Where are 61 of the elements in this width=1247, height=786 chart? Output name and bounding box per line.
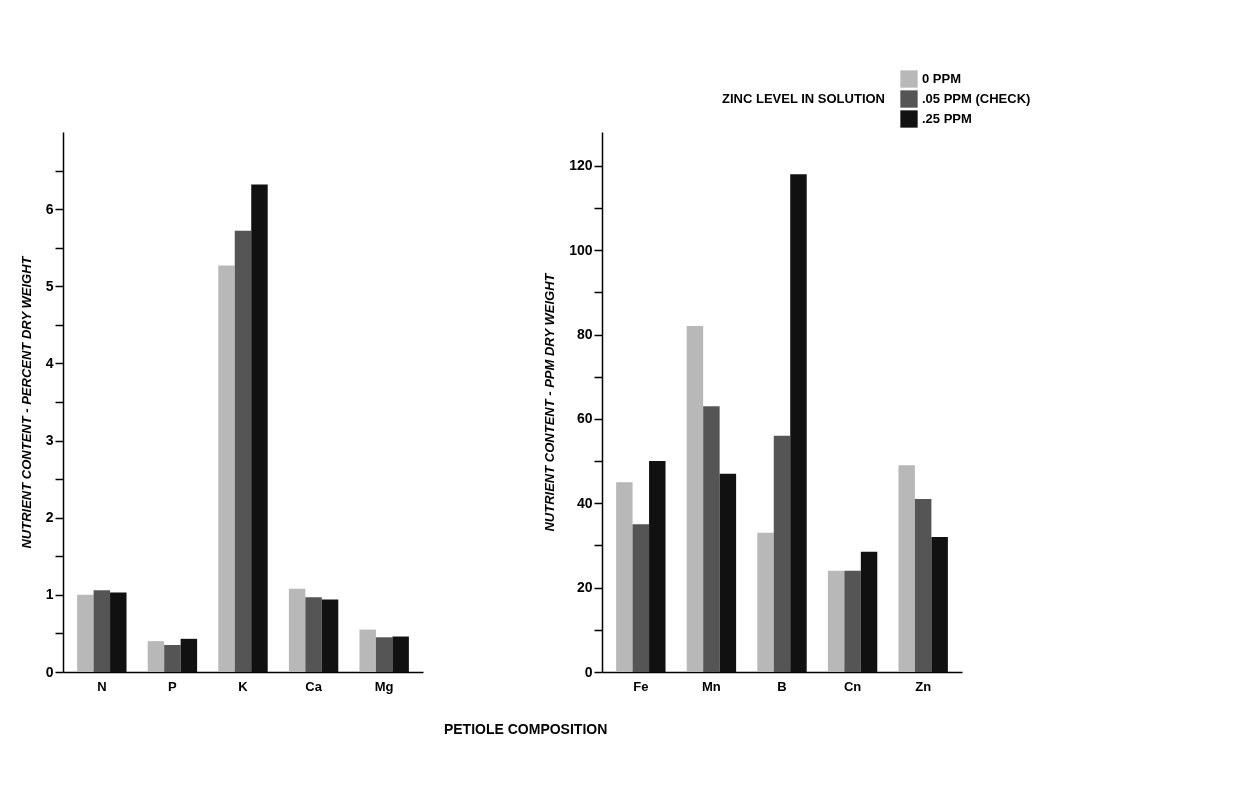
bar <box>898 465 915 672</box>
y-tick-label: 120 <box>569 157 593 174</box>
y-tick-label: 4 <box>45 354 54 371</box>
bar <box>632 524 650 672</box>
x-tick-label: Fe <box>633 678 649 694</box>
bar <box>914 499 932 672</box>
x-tick-label: Cn <box>843 678 862 694</box>
bar <box>375 637 393 672</box>
y-tick-label: 1 <box>45 586 54 603</box>
y-tick-label: 80 <box>576 326 593 342</box>
bar <box>147 641 165 672</box>
y-tick-label: 100 <box>569 241 593 258</box>
bar <box>359 629 376 672</box>
bar <box>305 597 322 672</box>
x-tick-label: Zn <box>915 678 932 694</box>
y-tick-label: 0 <box>584 663 593 680</box>
bar <box>180 638 198 672</box>
legend-label: .25 PPM <box>922 111 972 126</box>
x-tick-label: K <box>238 678 249 694</box>
y-tick-label: 3 <box>45 432 54 449</box>
x-tick-label: N <box>97 678 107 694</box>
bar <box>719 473 737 672</box>
y-tick-label: 6 <box>45 200 54 217</box>
bar <box>110 592 127 672</box>
y-tick-label: 2 <box>45 509 54 526</box>
bar <box>616 482 633 672</box>
bar <box>827 570 845 672</box>
bar <box>288 588 306 672</box>
y-tick-label: 20 <box>576 579 593 596</box>
y-tick-label: 5 <box>45 277 54 294</box>
bar <box>251 184 268 672</box>
x-tick-label: Ca <box>305 678 323 694</box>
x-tick-label: Mg <box>374 678 394 694</box>
bar <box>164 645 181 672</box>
bar <box>234 230 252 672</box>
y-tick-label: 0 <box>45 663 54 680</box>
y-tick-label: 40 <box>576 494 593 511</box>
x-axis-title: PETIOLE COMPOSITION <box>443 721 608 737</box>
bar <box>790 174 807 672</box>
bar <box>321 599 339 672</box>
bar <box>844 570 861 672</box>
legend-label: .05 PPM (CHECK) <box>922 91 1031 106</box>
y-axis-title: NUTRIENT CONTENT - PPM DRY WEIGHT <box>542 272 558 532</box>
bar <box>757 532 774 672</box>
bar <box>860 551 878 672</box>
bar <box>649 461 666 672</box>
x-tick-label: Mn <box>702 678 721 694</box>
y-axis-title: NUTRIENT CONTENT - PERCENT DRY WEIGHT <box>18 255 34 549</box>
bar <box>77 594 94 672</box>
bar <box>773 435 791 672</box>
x-tick-label: B <box>777 678 787 694</box>
y-tick-label: 60 <box>576 410 593 427</box>
bar <box>931 537 948 672</box>
legend-label: 0 PPM <box>922 71 962 86</box>
bar <box>703 406 720 672</box>
bar <box>686 326 704 672</box>
x-tick-label: P <box>168 678 178 694</box>
bar <box>93 590 111 672</box>
bar <box>392 636 409 672</box>
legend-title: ZINC LEVEL IN SOLUTION <box>722 91 885 106</box>
bar <box>218 265 235 672</box>
